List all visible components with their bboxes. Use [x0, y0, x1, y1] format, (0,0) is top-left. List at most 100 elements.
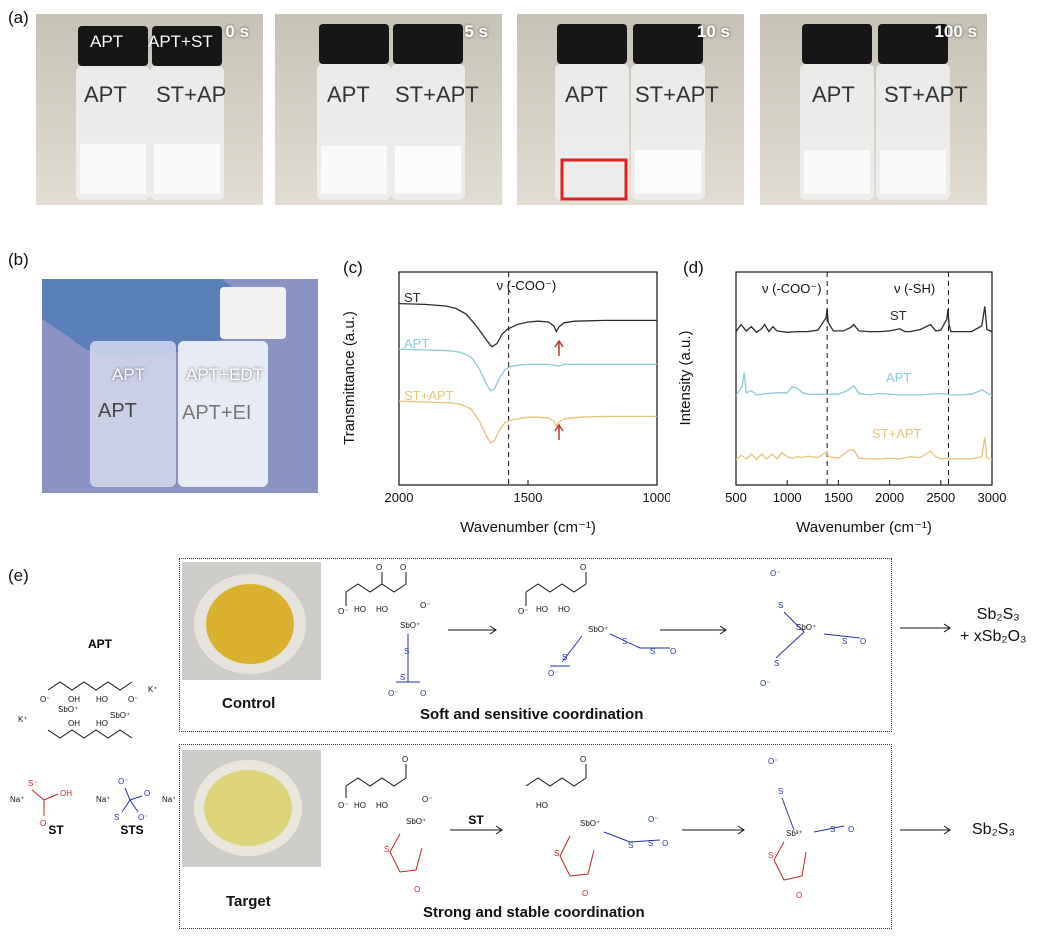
svg-text:O: O [662, 839, 668, 848]
svg-text:O: O [580, 755, 586, 764]
series-label-st-apt: ST+APT [404, 388, 454, 403]
svg-text:HO: HO [536, 605, 548, 614]
photo-vials-edt: APT APT+EI APT APT+EDT [42, 279, 318, 493]
svg-text:ST+APT: ST+APT [635, 82, 719, 107]
svg-text:OH: OH [68, 695, 80, 704]
svg-text:Na⁺: Na⁺ [10, 795, 24, 804]
series-line-apt [735, 372, 993, 397]
product-line: + xSb₂O₃ [960, 628, 1027, 645]
svg-text:O: O [400, 563, 406, 572]
photo-vials-0s: APT ST+AP 0 s APT APT+ST [36, 14, 263, 205]
svg-text:S: S [114, 813, 119, 822]
svg-text:Na⁺: Na⁺ [96, 795, 110, 804]
svg-text:O⁻: O⁻ [338, 801, 348, 810]
target-product-arrow [900, 825, 951, 835]
svg-text:HO: HO [354, 605, 366, 614]
control-box [179, 558, 892, 732]
arrow-label-st: ST [468, 813, 484, 827]
target-product: Sb₂S₃ [972, 821, 1015, 838]
target-reaction-scheme: ST O⁻ O HO HO O⁻ SbO⁺ O HO SbO⁺ Sb³⁺ S O… [338, 755, 854, 900]
svg-text:Sb³⁺: Sb³⁺ [786, 829, 803, 838]
vial-label-apt-st: APT+ST [148, 32, 213, 51]
photo-vials-5s: APT ST+APT 5 s [275, 14, 502, 205]
highlight-box [560, 158, 628, 201]
svg-text:O⁻: O⁻ [40, 695, 50, 704]
svg-text:APT: APT [812, 82, 855, 107]
sts-label: STS [120, 823, 143, 837]
svg-text:APT+EI: APT+EI [182, 402, 251, 424]
svg-text:SbO⁺: SbO⁺ [58, 705, 78, 714]
series-label-st-apt: ST+APT [872, 426, 922, 441]
svg-text:SbO⁺: SbO⁺ [110, 711, 130, 720]
svg-text:O⁻: O⁻ [518, 607, 528, 616]
svg-text:O⁻: O⁻ [768, 757, 778, 766]
svg-text:S: S [400, 673, 405, 682]
svg-text:SbO⁺: SbO⁺ [580, 819, 600, 828]
panel-label-d: (d) [683, 258, 704, 277]
sts-structure [121, 787, 143, 813]
series-line-apt [398, 348, 657, 392]
svg-text:O: O [144, 789, 150, 798]
st-label: ST [48, 823, 64, 837]
svg-text:O: O [414, 885, 420, 894]
svg-text:HO: HO [536, 801, 548, 810]
svg-text:ST+APT: ST+APT [884, 82, 968, 107]
plot-frame [735, 271, 993, 486]
annotation-sh: ν (-SH) [894, 281, 935, 296]
time-label: 0 s [225, 22, 249, 41]
series-line-st-apt [398, 400, 657, 444]
svg-text:O: O [796, 891, 802, 900]
photo-vials-10s: APT ST+APT 10 s [517, 14, 744, 205]
svg-text:O⁻: O⁻ [118, 777, 128, 786]
panel-label-e: (e) [8, 566, 29, 585]
svg-text:ST+AP: ST+AP [156, 82, 226, 107]
vial-label-apt: APT [90, 32, 124, 51]
svg-text:S: S [650, 647, 655, 656]
x-tick-label: 1500 [824, 490, 853, 505]
svg-text:HO: HO [354, 801, 366, 810]
svg-text:O: O [420, 689, 426, 698]
x-axis-title: Wavenumber (cm⁻¹) [460, 519, 596, 536]
svg-text:HO: HO [376, 801, 388, 810]
svg-text:O: O [376, 563, 382, 572]
svg-text:O: O [860, 637, 866, 646]
annotation-coo: ν (-COO⁻) [497, 278, 557, 293]
svg-text:S: S [830, 825, 835, 834]
structure-legend: APT O⁻ OH HO O⁻ SbO⁺ SbO⁺ OH HO K⁺ K⁺ S⁻… [10, 637, 175, 837]
control-label: Control [222, 695, 276, 712]
arrow-marker [554, 339, 564, 356]
control-product-arrow [900, 623, 951, 633]
svg-text:O⁻: O⁻ [338, 607, 348, 616]
svg-text:OH: OH [68, 719, 80, 728]
svg-text:O: O [580, 563, 586, 572]
series-label-apt: APT [404, 336, 429, 351]
svg-text:O: O [402, 755, 408, 764]
x-tick-label: 2000 [385, 490, 414, 505]
svg-text:S: S [384, 845, 389, 854]
svg-text:HO: HO [96, 719, 108, 728]
svg-text:O⁻: O⁻ [760, 679, 770, 688]
target-box [179, 744, 892, 929]
y-axis-title: Intensity (a.u.) [677, 330, 694, 425]
series-label-apt: APT [886, 370, 911, 385]
st-structure [31, 789, 59, 816]
svg-text:O⁻: O⁻ [128, 695, 138, 704]
vials-illustration: APT APT+EI [42, 279, 318, 493]
svg-text:S: S [404, 647, 409, 656]
panel-label-c: (c) [343, 258, 363, 277]
vials-illustration: APT ST+APT [760, 14, 987, 205]
time-label: 100 s [934, 22, 977, 41]
raman-chart: ν (-COO⁻) ν (-SH) 500 1000 1500 2000 2500 300… [677, 271, 1006, 536]
svg-text:ST+APT: ST+APT [395, 82, 479, 107]
svg-text:K⁺: K⁺ [148, 685, 158, 694]
photo-target [182, 750, 321, 867]
target-label: Target [226, 893, 271, 910]
photo-vials-100s: APT ST+APT 100 s [760, 14, 987, 205]
annotation-coo: ν (-COO⁻) [762, 281, 822, 296]
series-line-st-apt [735, 437, 993, 461]
svg-text:S: S [562, 653, 567, 662]
svg-text:S: S [778, 787, 783, 796]
target-title: Strong and stable coordination [423, 904, 645, 921]
x-tick-label: 2500 [926, 490, 955, 505]
svg-text:APT: APT [327, 82, 370, 107]
